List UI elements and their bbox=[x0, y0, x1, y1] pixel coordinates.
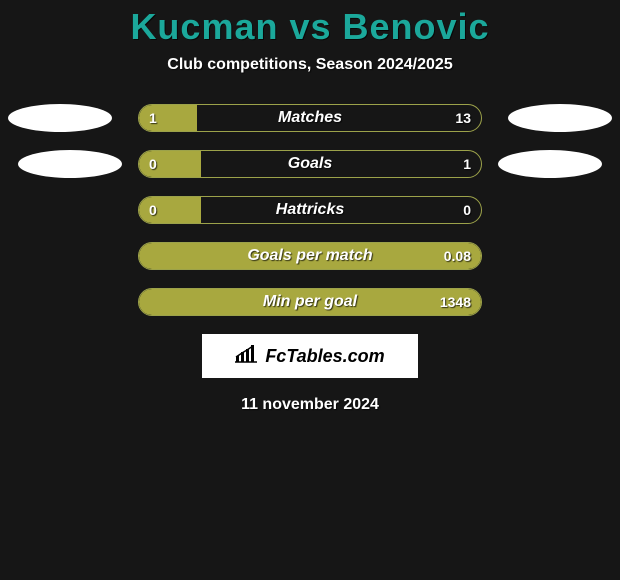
stat-row-min-per-goal: Min per goal 1348 bbox=[0, 288, 620, 316]
player-ellipse-left bbox=[8, 104, 112, 132]
stat-label: Min per goal bbox=[263, 293, 357, 311]
stat-row-hattricks: 0 Hattricks 0 bbox=[0, 196, 620, 224]
stat-value-left: 0 bbox=[149, 156, 157, 172]
comparison-infographic: Kucman vs Benovic Club competitions, Sea… bbox=[0, 0, 620, 414]
stat-row-goals-per-match: Goals per match 0.08 bbox=[0, 242, 620, 270]
bar-track: 0 Hattricks 0 bbox=[138, 196, 482, 224]
stat-value-left: 0 bbox=[149, 202, 157, 218]
date-label: 11 november 2024 bbox=[241, 396, 379, 414]
stat-value-right: 0 bbox=[463, 202, 471, 218]
stat-value-right: 1348 bbox=[440, 294, 471, 310]
stat-value-right: 0.08 bbox=[444, 248, 471, 264]
stats-area: 1 Matches 13 0 Goals 1 0 Hattricks 0 bbox=[0, 104, 620, 316]
page-title: Kucman vs Benovic bbox=[130, 6, 489, 48]
bar-track: Goals per match 0.08 bbox=[138, 242, 482, 270]
bar-track: 0 Goals 1 bbox=[138, 150, 482, 178]
logo-text: FcTables.com bbox=[265, 346, 384, 367]
player-ellipse-left bbox=[18, 150, 122, 178]
subtitle: Club competitions, Season 2024/2025 bbox=[167, 56, 452, 74]
bar-chart-icon bbox=[235, 344, 259, 369]
stat-label: Goals per match bbox=[247, 247, 372, 265]
bar-track: 1 Matches 13 bbox=[138, 104, 482, 132]
stat-label: Hattricks bbox=[276, 201, 344, 219]
stat-value-right: 13 bbox=[455, 110, 471, 126]
player-ellipse-right bbox=[508, 104, 612, 132]
logo-box: FcTables.com bbox=[202, 334, 418, 378]
bar-track: Min per goal 1348 bbox=[138, 288, 482, 316]
stat-row-matches: 1 Matches 13 bbox=[0, 104, 620, 132]
stat-value-right: 1 bbox=[463, 156, 471, 172]
bar-fill-left bbox=[139, 105, 197, 131]
player-ellipse-right bbox=[498, 150, 602, 178]
stat-row-goals: 0 Goals 1 bbox=[0, 150, 620, 178]
stat-label: Goals bbox=[288, 155, 332, 173]
stat-value-left: 1 bbox=[149, 110, 157, 126]
stat-label: Matches bbox=[278, 109, 342, 127]
